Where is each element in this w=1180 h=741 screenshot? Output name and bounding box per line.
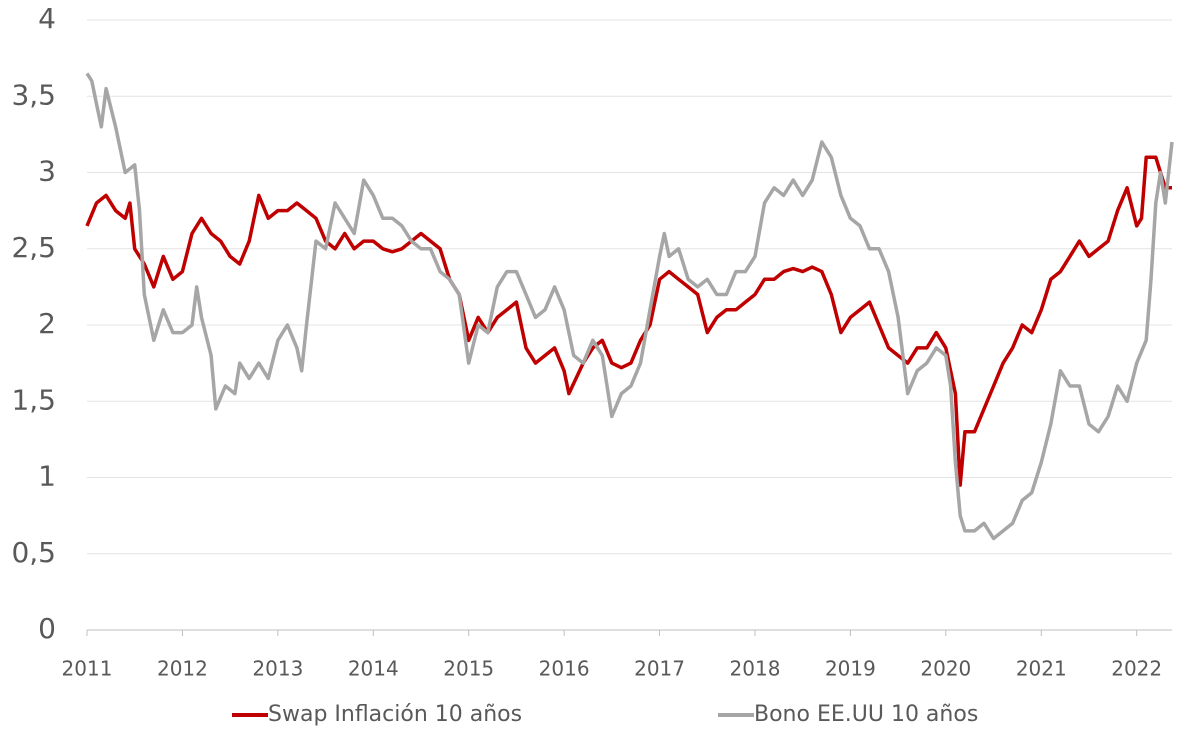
x-tick-label: 2014 — [348, 657, 399, 681]
x-tick-label: 2012 — [157, 657, 208, 681]
x-tick-label: 2013 — [252, 657, 303, 681]
x-tick-label: 2017 — [634, 657, 685, 681]
x-tick-label: 2016 — [539, 657, 590, 681]
y-tick-label: 0,5 — [11, 536, 56, 569]
y-tick-label: 2 — [38, 307, 56, 340]
x-tick-label: 2018 — [730, 657, 781, 681]
x-tick-label: 2019 — [825, 657, 876, 681]
legend-label: Bono EE.UU 10 años — [754, 702, 978, 727]
y-tick-label: 4 — [38, 2, 56, 35]
x-tick-label: 2022 — [1111, 657, 1162, 681]
y-tick-label: 0 — [38, 612, 56, 645]
y-tick-label: 1 — [38, 460, 56, 493]
y-tick-label: 3,5 — [11, 78, 56, 111]
series-line — [85, 72, 1174, 541]
y-tick-label: 3 — [38, 155, 56, 188]
x-tick-label: 2011 — [62, 657, 113, 681]
x-tick-label: 2021 — [1016, 657, 1067, 681]
y-tick-label: 1,5 — [11, 383, 56, 416]
x-tick-label: 2015 — [443, 657, 494, 681]
x-tick-label: 2020 — [920, 657, 971, 681]
series-line — [85, 155, 1172, 487]
legend-label: Swap Inflación 10 años — [268, 702, 522, 727]
y-tick-label: 2,5 — [11, 231, 56, 264]
